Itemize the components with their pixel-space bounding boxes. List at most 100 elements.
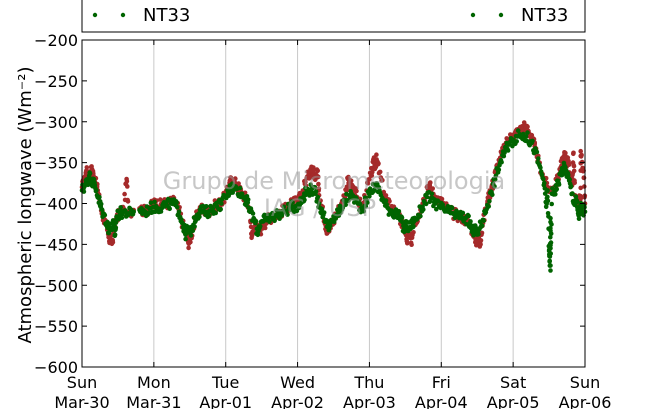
y-tick-label: −500	[34, 276, 78, 295]
data-point	[213, 210, 218, 216]
data-point	[492, 184, 497, 189]
data-point	[367, 193, 372, 199]
data-point	[290, 200, 295, 205]
data-point	[270, 210, 275, 216]
x-tick-label-day: Sun	[570, 373, 600, 392]
data-point	[499, 159, 504, 165]
data-point	[91, 171, 96, 176]
data-point	[468, 219, 473, 224]
data-point	[236, 181, 241, 186]
data-point	[548, 246, 553, 251]
data-point	[538, 165, 543, 170]
data-point	[479, 223, 485, 228]
data-point	[257, 224, 263, 229]
data-point	[563, 165, 568, 170]
data-point	[479, 230, 485, 236]
data-point	[119, 215, 125, 220]
data-point	[505, 148, 511, 153]
x-tick-label-day: Sat	[500, 373, 526, 392]
data-point	[548, 235, 553, 240]
data-point	[97, 194, 102, 200]
data-point	[434, 206, 439, 212]
data-point	[110, 240, 116, 245]
data-point	[158, 197, 163, 202]
data-point	[370, 169, 375, 175]
data-point	[343, 202, 349, 207]
data-point	[128, 207, 134, 213]
data-point	[313, 189, 319, 194]
data-point	[535, 159, 540, 165]
data-point	[396, 209, 402, 214]
data-point	[534, 149, 540, 155]
data-point	[383, 193, 389, 198]
data-point	[478, 242, 483, 247]
y-tick-label: −300	[34, 113, 78, 132]
data-point	[192, 224, 197, 229]
data-point	[122, 191, 127, 197]
data-point	[574, 199, 580, 205]
y-tick-label: −250	[34, 72, 78, 91]
data-point	[548, 268, 553, 273]
data-point	[572, 180, 577, 186]
data-point	[218, 206, 223, 212]
data-point	[576, 216, 582, 221]
data-point	[490, 192, 495, 197]
data-point	[376, 161, 381, 166]
data-point	[566, 162, 572, 167]
x-tick-label-day: Tue	[211, 373, 239, 392]
data-point	[548, 240, 554, 245]
data-point	[340, 205, 346, 210]
data-point	[548, 251, 553, 256]
data-point	[374, 152, 379, 157]
y-tick-label: −600	[34, 358, 78, 377]
data-point	[563, 150, 568, 156]
data-point	[428, 180, 433, 185]
data-point	[206, 213, 212, 218]
data-point	[429, 191, 435, 197]
data-point	[346, 198, 351, 203]
data-point	[530, 138, 535, 144]
data-point	[234, 186, 239, 192]
data-point	[514, 139, 519, 144]
data-point	[255, 232, 261, 238]
watermark-line2: IAG / USP	[264, 194, 376, 222]
data-point	[548, 263, 553, 268]
data-point	[115, 208, 120, 214]
data-point	[167, 206, 172, 212]
data-point	[367, 186, 373, 191]
data-point	[174, 200, 179, 205]
data-point	[125, 184, 130, 189]
data-point	[554, 186, 559, 192]
data-point	[549, 201, 554, 207]
data-point	[476, 232, 481, 237]
data-point	[547, 258, 552, 264]
y-tick-label: −200	[34, 31, 78, 50]
data-point	[312, 185, 318, 190]
data-point	[316, 181, 321, 187]
data-point	[481, 218, 487, 224]
x-tick-label-day: Mon	[137, 373, 171, 392]
data-point	[376, 185, 382, 190]
data-point	[579, 159, 585, 165]
data-point	[302, 197, 307, 203]
x-tick-label-day: Thu	[353, 373, 384, 392]
data-point	[439, 196, 445, 202]
legend-marker-left-2	[120, 12, 126, 18]
data-point	[423, 201, 429, 207]
data-point	[142, 209, 147, 214]
y-tick-label: −450	[34, 235, 78, 254]
data-point	[320, 214, 326, 220]
data-point	[186, 245, 191, 251]
data-point	[237, 185, 243, 191]
data-point	[272, 218, 277, 224]
data-point	[550, 186, 555, 191]
data-point	[365, 200, 370, 205]
data-point	[525, 130, 530, 135]
data-point	[262, 225, 268, 231]
data-point	[578, 185, 583, 191]
data-point	[466, 213, 471, 219]
data-point	[319, 206, 325, 212]
data-point	[496, 167, 502, 173]
data-point	[130, 211, 136, 217]
data-point	[277, 216, 282, 221]
